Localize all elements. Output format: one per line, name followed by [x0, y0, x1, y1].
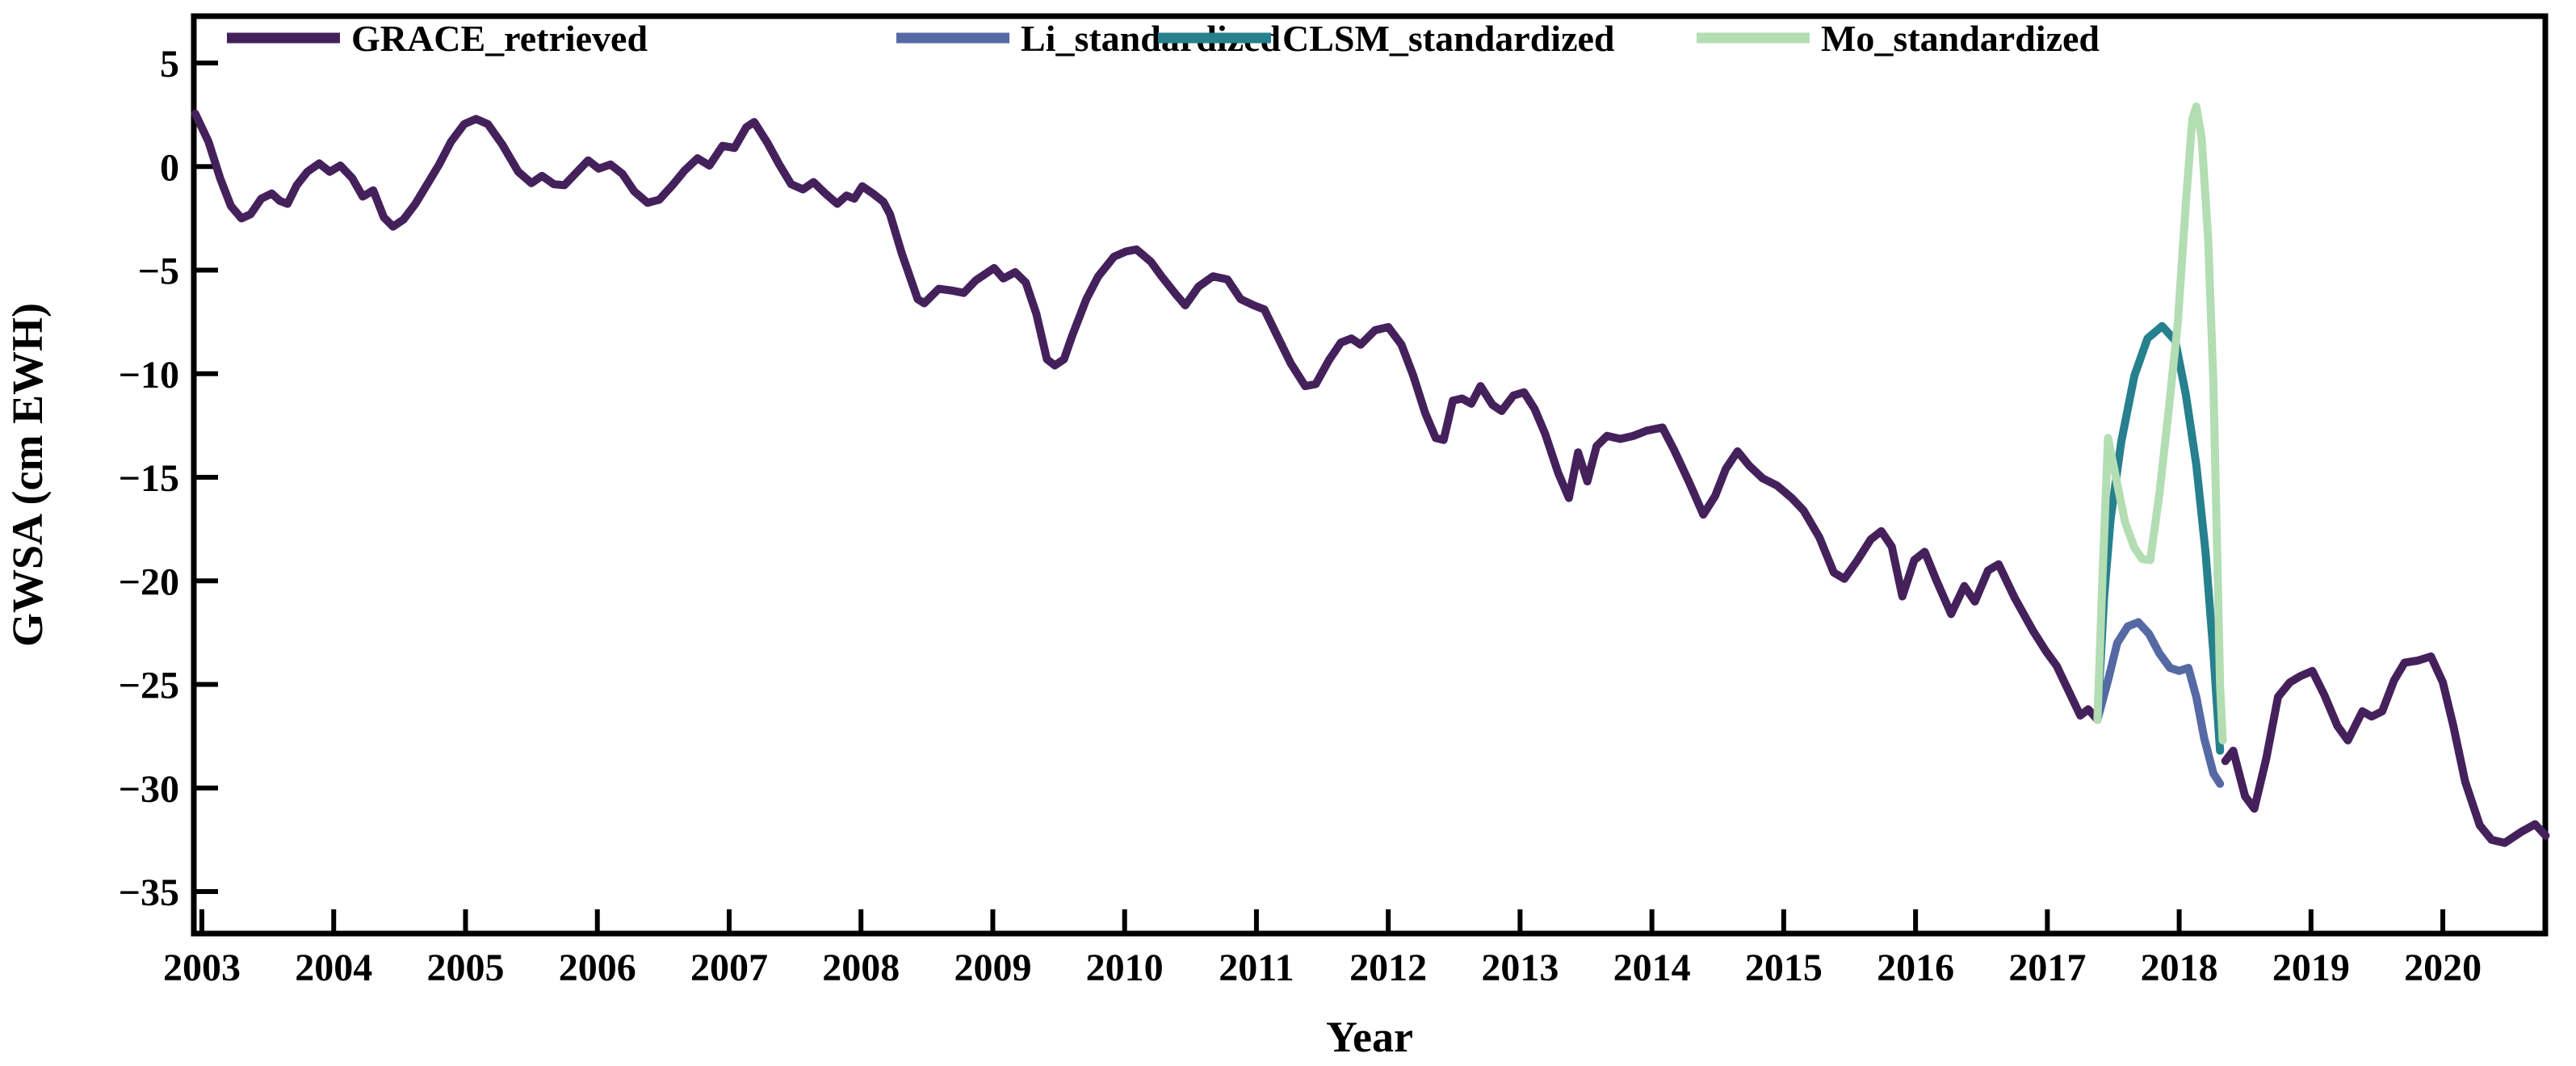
- axis-ticks: [194, 61, 2446, 934]
- x-tick-label: 2015: [1745, 946, 1823, 989]
- series-line-GRACE_retrieved: [191, 109, 2102, 724]
- x-tick-label: 2006: [559, 946, 636, 989]
- legend: GRACE_retrieved Li_standardized CLSM_stand…: [227, 18, 2100, 59]
- x-tick-label: 2013: [1481, 946, 1559, 989]
- x-tick-label: 2012: [1349, 946, 1427, 989]
- series-line-GRACE_retrieved: [2221, 652, 2550, 847]
- legend-label-GRACE_retrieved: GRACE_retrieved: [351, 18, 648, 59]
- x-tick-label: 2018: [2141, 946, 2218, 989]
- x-tick-label: 2020: [2404, 946, 2482, 989]
- data-series: [191, 102, 2550, 847]
- legend-item-GRACE_retrieved: GRACE_retrieved: [227, 18, 648, 59]
- x-tick-label: 2019: [2272, 946, 2350, 989]
- axis-tick-labels: 5 0 −5 −10 −15 −20 −25 −30 −35 2003 2004 2005 2006 20…: [119, 43, 2482, 989]
- y-tick-label: −5: [138, 250, 179, 293]
- x-tick-label: 2008: [822, 946, 900, 989]
- x-tick-label: 2009: [954, 946, 1031, 989]
- y-tick-label: −15: [119, 457, 179, 500]
- y-tick-label: −10: [119, 354, 179, 397]
- series-line-Li_standardized: [2093, 618, 2225, 788]
- x-tick-label: 2017: [2008, 946, 2086, 989]
- x-tick-label: 2014: [1613, 946, 1691, 989]
- series-line-CLSM_standardized: [2093, 321, 2225, 755]
- legend-item-Li_standardized: Li_standardized: [896, 18, 1281, 59]
- legend-label-Mo_standardized: Mo_standardized: [1821, 18, 2100, 59]
- x-tick-label: 2010: [1086, 946, 1164, 989]
- legend-item-CLSM_standardized: CLSM_standardized: [1158, 18, 1615, 59]
- x-tick-label: 2003: [163, 946, 241, 989]
- legend-item-Mo_standardized: Mo_standardized: [1697, 18, 2100, 59]
- y-tick-label: 0: [160, 146, 179, 189]
- x-tick-label: 2016: [1877, 946, 1954, 989]
- x-tick-label: 2005: [426, 946, 504, 989]
- y-tick-label: −30: [119, 768, 179, 811]
- y-tick-label: −20: [119, 560, 179, 603]
- x-axis-title: Year: [1326, 1013, 1413, 1061]
- x-tick-label: 2007: [690, 946, 768, 989]
- x-tick-label: 2011: [1219, 946, 1294, 989]
- y-tick-label: 5: [160, 43, 179, 86]
- y-tick-label: −25: [119, 665, 179, 707]
- y-tick-label: −35: [119, 871, 179, 914]
- x-tick-label: 2004: [295, 946, 372, 989]
- y-axis-title: GWSA (cm EWH): [3, 303, 52, 647]
- legend-label-CLSM_standardized: CLSM_standardized: [1282, 18, 1615, 59]
- series-line-Mo_standardized: [2093, 102, 2227, 745]
